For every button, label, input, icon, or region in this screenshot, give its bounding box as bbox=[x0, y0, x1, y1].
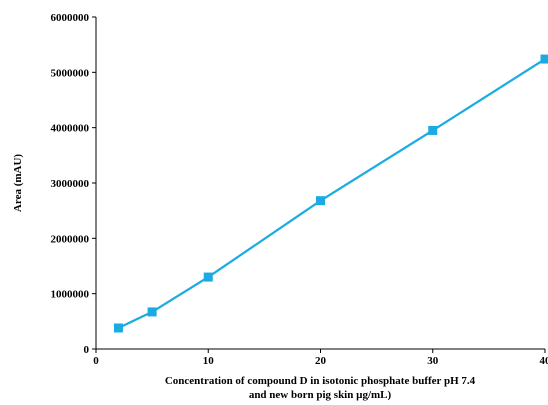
x-axis-title-line-2: and new born pig skin µg/mL) bbox=[249, 389, 392, 401]
series-layer bbox=[113, 54, 548, 333]
x-axis-title-line-1: Concentration of compound D in isotonic … bbox=[165, 375, 476, 387]
y-tick-label: 4000000 bbox=[51, 123, 90, 135]
y-tick-label: 0 bbox=[84, 344, 90, 356]
series-line bbox=[117, 58, 546, 329]
y-tick-label: 1000000 bbox=[51, 289, 90, 301]
data-point-marker bbox=[113, 323, 123, 333]
x-tick-label: 10 bbox=[203, 355, 215, 367]
x-ticks: 0 10 20 30 40 bbox=[93, 349, 548, 367]
x-tick-label: 20 bbox=[315, 355, 327, 367]
y-ticks: 0 1000000 2000000 3000000 4000000 5000000 6000… bbox=[51, 12, 96, 356]
x-tick-label: 0 bbox=[93, 355, 99, 367]
data-point-marker bbox=[540, 54, 548, 64]
data-point-marker bbox=[147, 307, 157, 317]
data-point-marker bbox=[428, 125, 438, 135]
y-tick-label: 3000000 bbox=[51, 178, 90, 190]
y-axis-title: Area (mAU) bbox=[12, 154, 24, 212]
x-tick-label: 30 bbox=[427, 355, 439, 367]
axes bbox=[95, 17, 545, 350]
y-tick-label: 5000000 bbox=[51, 67, 90, 79]
x-tick-label: 40 bbox=[540, 355, 548, 367]
y-tick-label: 6000000 bbox=[51, 12, 90, 24]
y-tick-label: 2000000 bbox=[51, 233, 90, 245]
data-point-marker bbox=[316, 196, 325, 206]
data-point-marker bbox=[203, 272, 213, 282]
